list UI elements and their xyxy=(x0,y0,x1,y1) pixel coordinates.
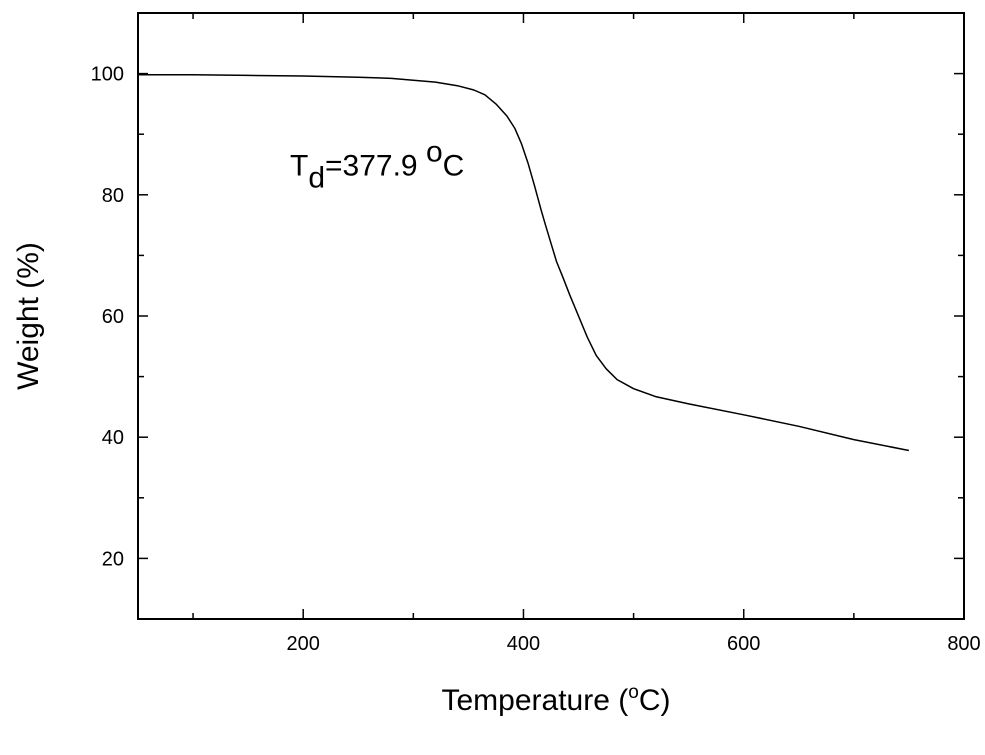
y-axis-label: Weight (%) xyxy=(12,242,45,390)
x-tick-label: 200 xyxy=(287,633,320,655)
x-tick-label: 600 xyxy=(727,633,760,655)
weight-curve xyxy=(138,74,910,452)
x-tick-labels: 200 400 600 800 xyxy=(287,633,981,655)
plot-frame xyxy=(137,12,965,620)
td-annotation: Td=377.9 oC xyxy=(290,136,464,195)
y-tick-labels: 20 40 60 80 100 xyxy=(91,64,124,571)
plot-area xyxy=(138,74,910,452)
y-tick-label: 20 xyxy=(102,548,124,570)
y-tick-label: 60 xyxy=(102,306,124,328)
x-tick-label: 800 xyxy=(947,633,980,655)
x-axis-label: Temperature (oC) xyxy=(442,682,671,717)
axis-ticks xyxy=(138,13,965,619)
y-tick-label: 80 xyxy=(102,185,124,207)
y-tick-label: 100 xyxy=(91,64,124,86)
x-tick-label: 400 xyxy=(507,633,540,655)
y-tick-label: 40 xyxy=(102,427,124,449)
